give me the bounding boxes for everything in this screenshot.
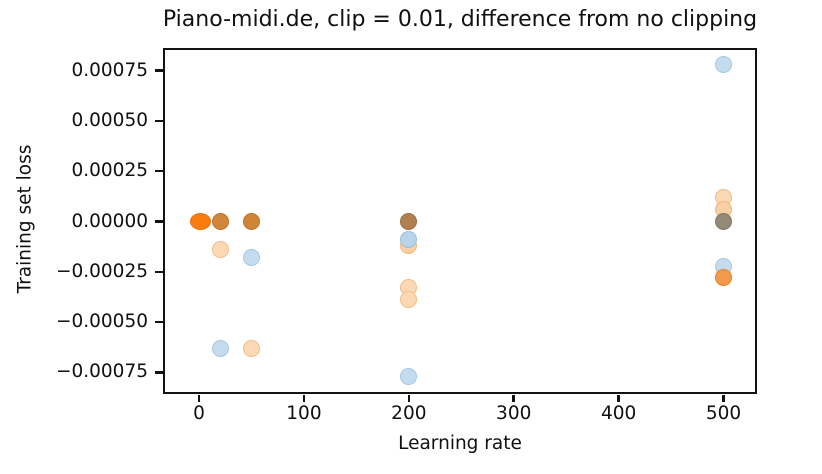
y-tick [155,220,163,223]
y-tick-label: −0.00050 [55,311,148,333]
y-tick-label: 0.00050 [71,109,148,131]
scatter-point [400,291,418,309]
x-tick [512,395,515,402]
x-tick [722,395,725,402]
scatter-point [243,249,260,267]
y-tick [155,371,163,374]
scatter-point [714,269,732,287]
x-tick-label: 100 [286,403,322,424]
x-tick [617,395,620,402]
x-axis-title: Learning rate [398,433,522,454]
chart-title: Piano-midi.de, clip = 0.01, difference f… [162,7,758,32]
y-tick-label: 0.00075 [71,59,148,81]
scatter-point [243,213,260,230]
y-tick [155,119,163,123]
scatter-point [714,56,732,74]
x-tick-label: 300 [496,403,532,424]
scatter-point [211,339,229,357]
scatter-point [243,339,260,357]
scatter-point [211,241,229,259]
scatter-point [400,231,418,249]
y-tick [155,270,163,274]
x-tick [197,395,201,402]
scatter-point [400,367,418,385]
scatter-point [714,213,732,230]
y-tick-label: −0.00025 [55,260,148,282]
x-tick-label: 0 [193,403,205,424]
y-tick-label: 0.00000 [71,210,148,232]
x-tick-label: 500 [705,403,742,424]
y-tick [155,169,163,173]
y-tick-label: −0.00075 [55,361,148,383]
x-tick-label: 400 [600,403,637,424]
y-tick [155,320,163,324]
y-tick-label: 0.00025 [71,160,148,182]
y-tick [155,69,163,72]
plot-area [163,48,757,394]
x-tick [407,395,411,402]
scatter-point [400,213,418,230]
y-axis-title: Training set loss [14,144,36,294]
x-tick-label: 200 [391,403,427,424]
x-tick [302,395,306,402]
scatter-point [211,213,229,230]
scatter-point [190,213,212,230]
